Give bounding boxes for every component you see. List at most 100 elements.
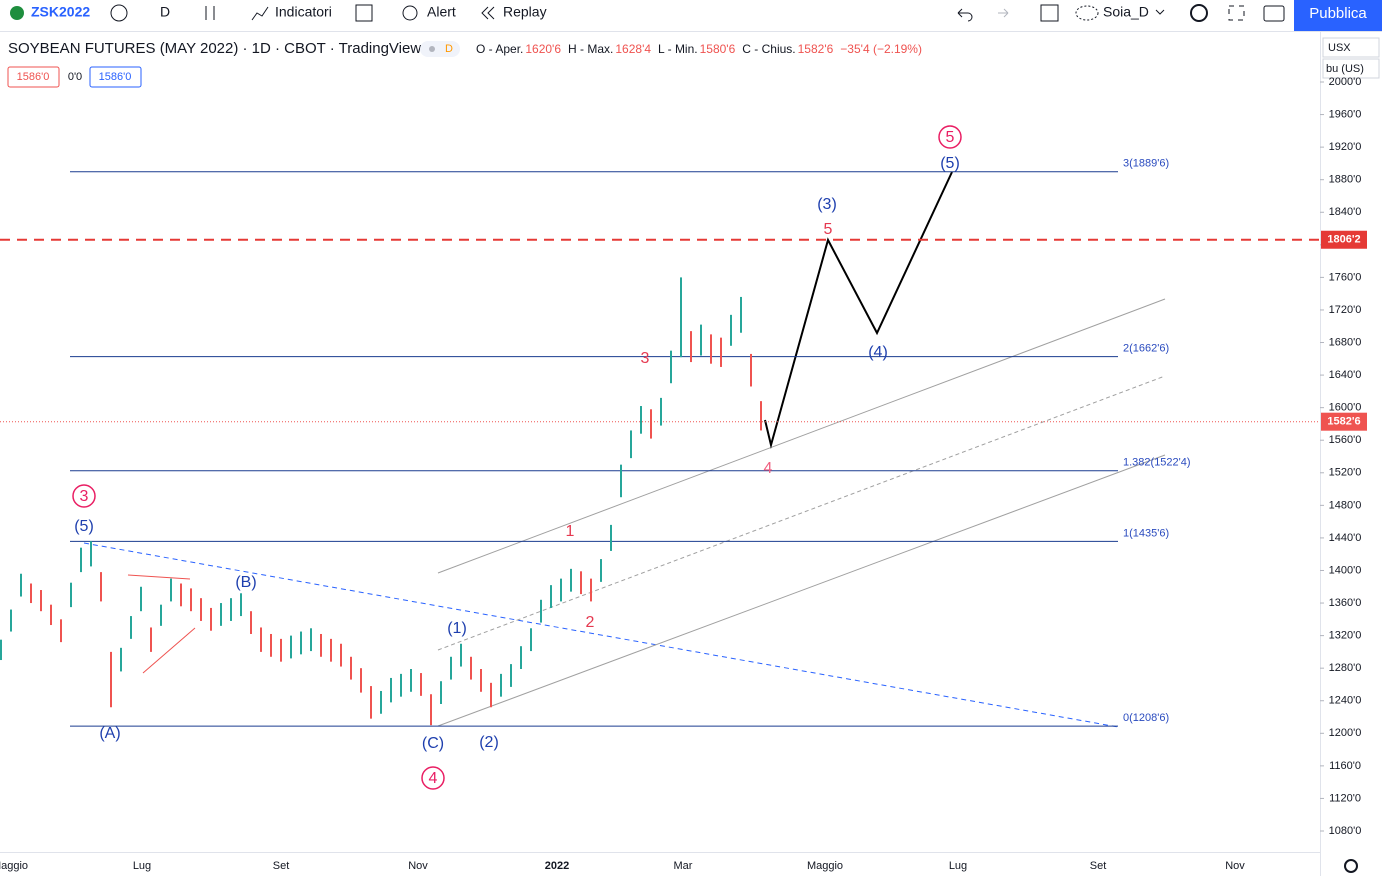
wave-label: 3	[641, 350, 650, 367]
ohlc-high-label: H - Max.	[568, 42, 613, 56]
x-tick-label: Nov	[1225, 860, 1245, 872]
wave-label: 2	[586, 614, 595, 631]
currency[interactable]: USX	[1328, 42, 1351, 54]
unit-select[interactable]	[1322, 58, 1380, 79]
x-tick-label: Set	[273, 860, 290, 872]
ohlc-change: −35'4 (−2.19%)	[840, 42, 922, 56]
badge-bg	[420, 41, 460, 57]
y-tick-label: 1200'0	[1329, 727, 1362, 739]
replay-icon	[481, 6, 495, 20]
bid-box[interactable]	[7, 66, 60, 88]
y-tick-label: 1280'0	[1329, 662, 1362, 674]
y-tick-label: 1560'0	[1329, 434, 1362, 446]
wave-label: (5)	[74, 518, 94, 535]
x-tick-label: 2022	[545, 860, 569, 872]
x-tick-label: Lug	[133, 860, 151, 872]
wave-label: 5	[946, 129, 955, 146]
y-tick-label: 1760'0	[1329, 271, 1362, 283]
y-tick-label: 2000'0	[1329, 76, 1362, 88]
chart-type[interactable]	[205, 6, 215, 20]
y-tick-label: 1160'0	[1329, 760, 1361, 772]
y-tick-label: 1640'0	[1329, 369, 1362, 381]
unit[interactable]: bu (US)	[1326, 63, 1364, 75]
snapshot[interactable]	[1263, 5, 1285, 22]
wave-label: 4	[764, 460, 773, 477]
fullscreen[interactable]	[1228, 5, 1245, 21]
y-tick-label: 1880'0	[1329, 174, 1362, 186]
resistance-label: 1806'2	[1327, 234, 1360, 246]
y-tick-label: 1920'0	[1329, 141, 1362, 153]
wave-label: (C)	[422, 735, 444, 752]
ohlc-high: 1628'4	[615, 42, 651, 56]
wave-circle	[938, 125, 962, 149]
ohlc-open: 1620'6	[525, 42, 561, 56]
ask[interactable]: 1586'0	[99, 71, 132, 83]
x-tick-label: Nov	[408, 860, 428, 872]
indicators-icon	[251, 6, 269, 21]
y-tick-label: 1080'0	[1329, 825, 1362, 837]
channel-mid	[437, 375, 1166, 651]
publish[interactable]: Pubblica	[1309, 5, 1367, 22]
wave-label: (2)	[479, 734, 499, 751]
ask-box[interactable]	[89, 66, 142, 88]
toolbar	[0, 0, 1382, 31]
interval[interactable]: D	[160, 4, 170, 20]
currency-select[interactable]	[1322, 37, 1380, 58]
y-tick-label: 1440'0	[1329, 532, 1362, 544]
triangle	[127, 574, 196, 674]
bid[interactable]: 1586'0	[17, 71, 50, 83]
ohlc-low-label: L - Min.	[658, 42, 698, 56]
ohlc-open-label: O - Aper.	[476, 42, 523, 56]
symbol[interactable]: ZSK2022	[31, 4, 90, 20]
wave-label: (1)	[447, 620, 467, 637]
y-tick-label: 1320'0	[1329, 630, 1362, 642]
add-symbol[interactable]	[110, 4, 128, 22]
x-tick-label: Maggio	[0, 860, 28, 872]
publish-button[interactable]	[1294, 0, 1382, 31]
y-tick-label: 1960'0	[1329, 108, 1362, 120]
badge-dot	[429, 46, 435, 52]
x-tick-label: Mar	[674, 860, 693, 872]
fib-label: 1(1435'6)	[1123, 527, 1169, 539]
templates[interactable]	[355, 4, 373, 22]
y-tick-label: 1520'0	[1329, 467, 1362, 479]
spread: 0'0	[68, 71, 82, 83]
last-price-tag	[1321, 412, 1367, 431]
undo[interactable]	[957, 8, 973, 22]
chart-title: SOYBEAN FUTURES (MAY 2022) · 1D · CBOT ·…	[8, 40, 421, 57]
resistance-tag	[1321, 230, 1367, 249]
settings[interactable]	[1190, 4, 1208, 22]
wave-label: (5)	[940, 155, 960, 172]
layout-dropdown[interactable]	[1155, 9, 1165, 15]
x-tick-label: Lug	[949, 860, 967, 872]
y-tick-label: 1120'0	[1329, 792, 1361, 804]
layout-icon[interactable]	[1040, 4, 1059, 22]
axis-settings[interactable]	[1344, 859, 1358, 873]
layout-name[interactable]: Soia_D	[1103, 4, 1149, 20]
redo[interactable]	[998, 8, 1009, 18]
replay[interactable]: Replay	[503, 4, 547, 20]
ohlc-close: 1582'6	[798, 42, 834, 56]
y-tick-label: 1400'0	[1329, 564, 1362, 576]
indicators[interactable]: Indicatori	[275, 4, 332, 20]
alert[interactable]: Alert	[427, 4, 456, 20]
y-tick-label: 1840'0	[1329, 206, 1362, 218]
fib-label: 2(1662'6)	[1123, 342, 1169, 354]
y-tick-label: 1600'0	[1329, 402, 1362, 414]
fib-label: 1.382(1522'4)	[1123, 457, 1191, 469]
cloud-icon	[1075, 5, 1099, 21]
wave-label: (B)	[235, 574, 256, 591]
wave-circle	[72, 484, 96, 508]
alert-icon	[402, 5, 418, 21]
trendline	[83, 542, 1119, 728]
fib-label: 3(1889'6)	[1123, 158, 1169, 170]
wave-label: 1	[566, 523, 575, 540]
fib-label: 0(1208'6)	[1123, 712, 1169, 724]
y-tick-label: 1720'0	[1329, 304, 1362, 316]
wave-label: 3	[80, 488, 89, 505]
channel	[437, 298, 1166, 727]
ohlc-low: 1580'6	[700, 42, 736, 56]
y-tick-label: 1480'0	[1329, 499, 1362, 511]
x-tick-label: Maggio	[807, 860, 843, 872]
